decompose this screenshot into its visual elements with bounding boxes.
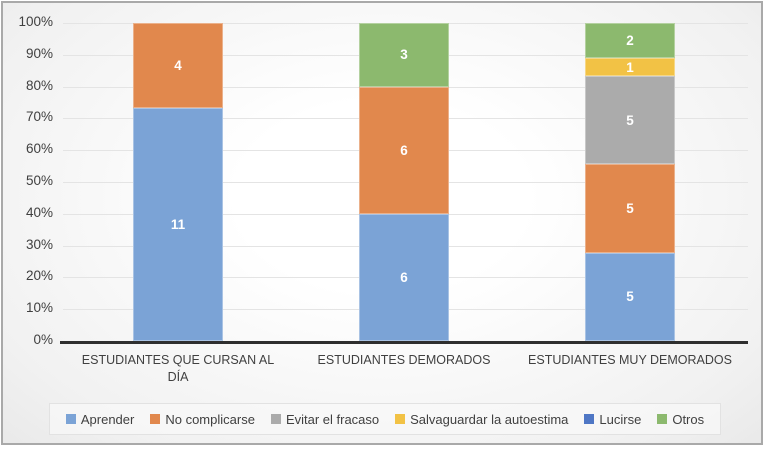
bar-segment-no-complicarse: 6 xyxy=(359,86,449,214)
bar-segment-salvaguardar-la-autoestima: 1 xyxy=(585,58,675,76)
x-axis-category-label: ESTUDIANTES MUY DEMORADOS xyxy=(528,353,732,367)
bar-segment-no-complicarse: 5 xyxy=(585,164,675,253)
legend-label: Aprender xyxy=(80,411,135,427)
bar-segment-aprender: 11 xyxy=(133,107,223,341)
bar-segment-no-complicarse: 4 xyxy=(133,23,223,108)
legend-item-no-complicarse: No complicarse xyxy=(150,412,255,427)
legend-swatch-salvaguardar-la-autoestima xyxy=(395,414,406,424)
legend-item-lucirse: Lucirse xyxy=(584,412,641,427)
y-axis-tick-label: 10% xyxy=(25,300,53,316)
bar-segment-otros: 3 xyxy=(359,23,449,87)
bar-value-label: 5 xyxy=(626,289,634,305)
legend-label: Salvaguardar la autoestima xyxy=(410,411,569,427)
y-axis-tick-label: 70% xyxy=(25,109,53,125)
bar-value-label: 1 xyxy=(626,59,634,75)
bar-segment-evitar-el-fracaso: 5 xyxy=(585,76,675,165)
y-axis-tick-label: 80% xyxy=(25,77,53,93)
legend-item-aprender: Aprender xyxy=(65,411,135,427)
legend: Aprender No complicarse Evitar el fracaso S… xyxy=(49,403,721,435)
legend-swatch-aprender xyxy=(65,414,76,424)
y-axis-tick-label: 90% xyxy=(25,45,53,61)
legend-label: Otros xyxy=(672,411,705,427)
legend-label: No complicarse xyxy=(165,411,255,427)
bar-value-label: 11 xyxy=(170,216,186,232)
bar-segment-otros: 2 xyxy=(585,23,675,59)
legend-label: Evitar el fracaso xyxy=(285,411,380,427)
bar-segment-aprender: 6 xyxy=(359,213,449,341)
x-axis-line xyxy=(60,341,748,344)
bar-value-label: 5 xyxy=(626,112,634,128)
legend-swatch-evitar-el-fracaso xyxy=(270,414,281,424)
x-axis-category-label: ESTUDIANTES QUE CURSAN AL DÍA xyxy=(81,353,275,384)
x-axis-category-label: ESTUDIANTES DEMORADOS xyxy=(317,353,491,367)
bar-value-label: 5 xyxy=(626,200,634,216)
legend-item-evitar-el-fracaso: Evitar el fracaso xyxy=(270,411,380,427)
legend-label: Lucirse xyxy=(599,411,642,427)
y-axis-tick-label: 40% xyxy=(25,204,53,220)
bar-segment-aprender: 5 xyxy=(585,252,675,341)
legend-swatch-no-complicarse xyxy=(150,414,161,424)
legend-item-salvaguardar-la-autoestima: Salvaguardar la autoestima xyxy=(395,412,568,427)
bar-value-label: 6 xyxy=(400,269,408,285)
y-axis-tick-label: 30% xyxy=(25,236,53,252)
y-axis-tick-label: 0% xyxy=(33,332,53,347)
y-axis-tick-label: 50% xyxy=(25,173,53,188)
y-axis-tick-label: 20% xyxy=(25,268,53,284)
bar-value-label: 4 xyxy=(174,57,182,73)
bar-value-label: 6 xyxy=(400,142,408,158)
legend-swatch-otros xyxy=(657,414,668,424)
legend-item-otros: Otros xyxy=(657,412,704,427)
legend-swatch-lucirse xyxy=(584,414,595,424)
y-axis-tick-label: 100% xyxy=(18,14,53,29)
bar-value-label: 3 xyxy=(400,47,408,63)
y-axis-tick-label: 60% xyxy=(25,141,53,157)
bar-value-label: 2 xyxy=(626,33,634,49)
